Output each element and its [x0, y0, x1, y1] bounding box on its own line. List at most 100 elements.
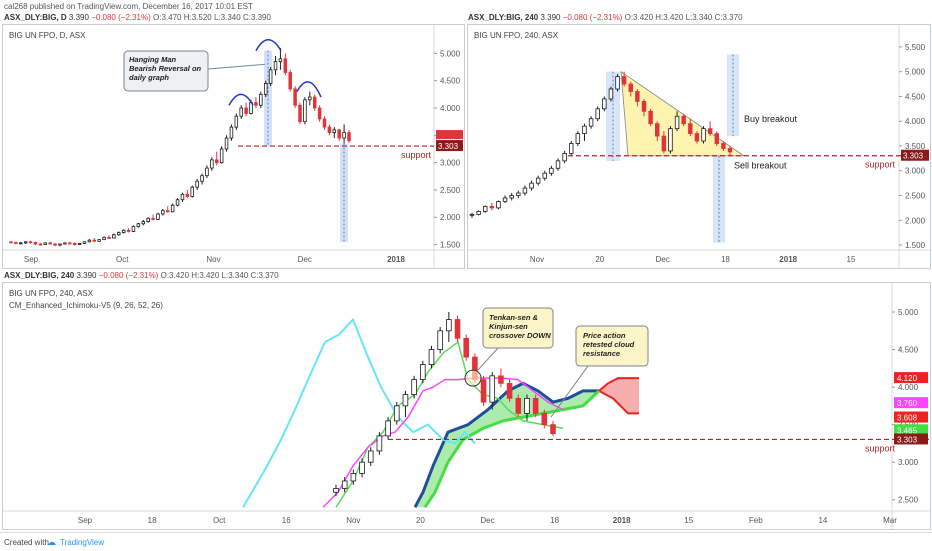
- candle-body: [63, 242, 67, 245]
- chikou-span-line: [242, 317, 476, 508]
- callout-crossover-text: crossover DOWN: [489, 331, 551, 340]
- y-tick-label: 3.500: [905, 142, 926, 151]
- left-symbol: ASX_DLY:BIG, D: [4, 13, 67, 22]
- y-tick-label: 2.500: [905, 192, 926, 201]
- candle-body: [463, 337, 469, 358]
- right-symbol: ASX_DLY:BIG, 240: [468, 13, 539, 22]
- y-tick-label: 4.000: [898, 383, 919, 392]
- x-tick-label: 16: [282, 516, 291, 525]
- senkou-span-a-line: [423, 389, 601, 509]
- x-tick-label: Sep: [24, 255, 39, 264]
- candle-body: [333, 488, 339, 493]
- x-tick-label: 18: [148, 516, 157, 525]
- left-close: C:3.390: [242, 13, 271, 22]
- price-tag-support: [901, 149, 929, 161]
- candle-body: [648, 110, 653, 125]
- candle-body: [542, 172, 547, 179]
- candle-body: [141, 221, 146, 225]
- hanging-man-highlight: [264, 50, 272, 147]
- bottom-chart-panel[interactable]: 5.0004.5004.0003.5003.0002.500Sep18Oct16…: [2, 282, 931, 530]
- candle-body: [661, 135, 667, 152]
- candle-body: [555, 160, 561, 169]
- right-close: C:3.370: [714, 13, 743, 22]
- y-tick-label: 4.500: [440, 77, 461, 86]
- candle-body: [151, 217, 155, 220]
- candle-body: [550, 424, 556, 435]
- candle-body: [502, 197, 508, 202]
- footer: Created with ☁ TradingView: [0, 532, 932, 551]
- callout-crossover-text: Kinjun-sen: [489, 322, 528, 331]
- candle-body: [437, 330, 443, 350]
- x-tick-label: 2018: [387, 255, 405, 264]
- x-tick-label: Dec: [298, 255, 312, 264]
- candle-body: [72, 243, 77, 245]
- candle-body: [681, 115, 686, 125]
- candle-body: [58, 243, 62, 246]
- candle-body: [541, 412, 548, 426]
- candle-body: [385, 420, 391, 437]
- bottom-chart-header: ASX_DLY:BIG, 240 3.390 −0.080 (−2.31%) O…: [4, 271, 279, 280]
- y-tick-label: 4.000: [905, 117, 926, 126]
- candle-body: [283, 58, 288, 73]
- candle-body: [337, 129, 341, 139]
- candle-body: [224, 137, 229, 150]
- candle-body: [496, 201, 501, 209]
- ichimoku-cloud-bearish: [599, 378, 639, 414]
- candle-body: [615, 76, 620, 90]
- candle-body: [476, 210, 481, 215]
- tradingview-brand[interactable]: TradingView: [60, 538, 105, 547]
- candle-body: [688, 123, 693, 134]
- candle-body: [136, 223, 141, 227]
- left-chart-svg[interactable]: 5.0004.5004.0003.5003.0002.5002.0001.500…: [3, 25, 464, 268]
- bottom-chart-svg[interactable]: 5.0004.5004.0003.5003.0002.500Sep18Oct16…: [3, 283, 930, 529]
- candle-body: [483, 206, 488, 212]
- price-tag-prev: [436, 130, 463, 140]
- candle-body: [529, 182, 534, 189]
- tenkan-sen-line: [322, 377, 564, 508]
- created-with-text: Created with: [4, 538, 49, 547]
- candle-body: [180, 193, 185, 201]
- right-chart-panel[interactable]: 5.500 5.000 4.500 4.000 3.500 3.000 2.500 2.000…: [467, 24, 931, 269]
- x-tick-label: 18: [721, 255, 730, 264]
- left-shoulder-arc: [228, 93, 254, 106]
- candle-body: [714, 133, 719, 144]
- candle-body: [131, 226, 136, 232]
- y-tick-label: 5.000: [898, 308, 919, 317]
- candle-body: [469, 213, 475, 216]
- candle-body: [668, 128, 673, 152]
- x-tick-label: 20: [595, 255, 604, 264]
- right-change: −0.080 (−2.31%): [562, 13, 623, 22]
- left-chart-panel[interactable]: 5.0004.5004.0003.5003.0002.5002.0001.500…: [2, 24, 465, 269]
- candle-body: [635, 91, 640, 102]
- x-tick-label: Mar: [883, 516, 897, 525]
- candle-body: [376, 435, 383, 452]
- annotation-pointer: [207, 63, 266, 70]
- y-tick-label: 5.000: [440, 49, 461, 58]
- candle-body: [727, 148, 733, 153]
- y-tick-label: 4.500: [898, 346, 919, 355]
- candle-body: [156, 213, 160, 220]
- candle-body: [263, 83, 268, 95]
- right-chart-svg[interactable]: 5.500 5.000 4.500 4.000 3.500 3.000 2.500 2.000…: [468, 25, 930, 268]
- y-tick-label: 4.000: [440, 104, 461, 113]
- candle-body: [359, 461, 365, 474]
- candle-body: [107, 237, 111, 239]
- candle-body: [43, 242, 48, 245]
- candle-body: [588, 118, 594, 127]
- candle-body: [219, 148, 224, 164]
- candle-body: [126, 229, 131, 232]
- price-tag: [894, 424, 928, 436]
- candle-body: [350, 473, 357, 482]
- x-tick-label: Dec: [655, 255, 669, 264]
- candle-body: [53, 243, 57, 246]
- annotation-box: [123, 50, 209, 92]
- support-label: support: [401, 150, 432, 160]
- candle-body: [244, 107, 248, 114]
- callout-retest-text: resistance: [583, 349, 620, 358]
- candle-body: [524, 397, 530, 414]
- head-arc: [255, 38, 282, 52]
- candle-body: [515, 397, 522, 414]
- price-tag: [894, 433, 928, 445]
- candle-body: [288, 72, 292, 90]
- candle-body: [498, 375, 504, 384]
